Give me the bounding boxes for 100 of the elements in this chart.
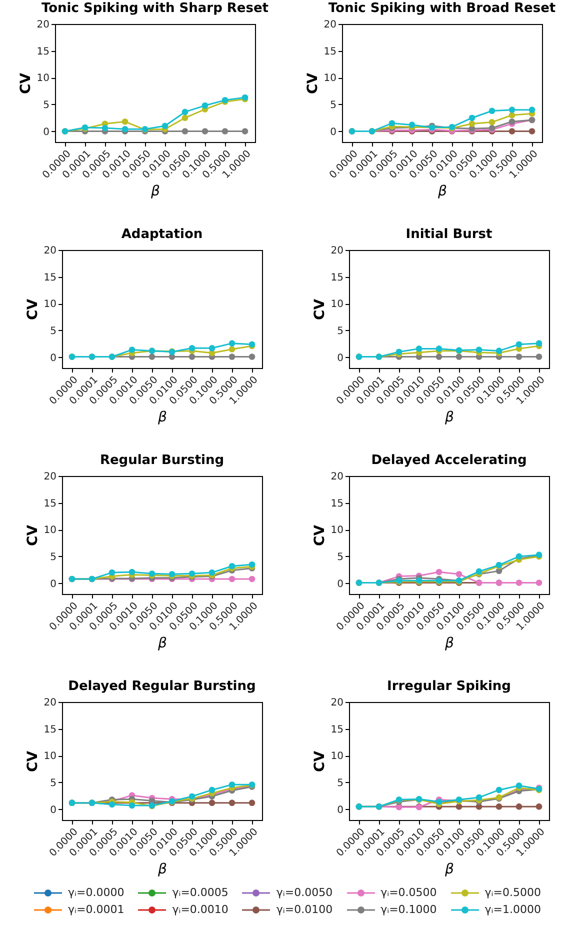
y-axis-title: CV [312, 524, 328, 546]
y-tick-label: 15 [44, 724, 56, 736]
y-tick-label: 10 [44, 299, 56, 310]
y-tick-label: 20 [330, 698, 344, 708]
legend-label: γᵢ=0.5000 [484, 886, 541, 899]
point [208, 345, 216, 352]
chart-title: Delayed Regular Bursting [68, 679, 256, 694]
point [188, 345, 196, 352]
y-axis-title: CV [312, 298, 328, 320]
point [476, 794, 482, 801]
legend-label: γᵢ=0.0050 [276, 886, 333, 899]
point [228, 354, 236, 360]
chart-title: Irregular Spiking [387, 679, 511, 694]
point [182, 114, 188, 122]
y-tick-label: 15 [330, 498, 344, 510]
point [202, 102, 208, 109]
y-tick-label: 10 [44, 525, 56, 536]
x-axis-title: β [157, 409, 168, 426]
y-tick-label: 15 [44, 272, 56, 284]
point [228, 340, 236, 346]
point [122, 126, 128, 132]
point [508, 112, 516, 118]
y-tick-label: 0 [50, 578, 56, 590]
point [416, 346, 422, 352]
point [516, 354, 522, 360]
point [182, 108, 188, 116]
y-tick-label: 5 [337, 778, 344, 789]
y-tick-label: 20 [44, 698, 56, 708]
point [496, 803, 502, 810]
point [128, 802, 136, 809]
chart-title: Delayed Accelerating [371, 453, 527, 468]
point [436, 568, 442, 576]
point [528, 128, 536, 134]
point [516, 580, 522, 586]
y-tick-label: 20 [44, 246, 56, 256]
point [208, 569, 216, 576]
y-tick-label: 15 [330, 724, 344, 736]
y-tick-label: 10 [330, 751, 344, 762]
y-tick-label: 20 [324, 20, 336, 30]
x-axis-title: β [444, 409, 454, 426]
point [408, 122, 416, 128]
point [456, 354, 462, 360]
y-tick-label: 0 [50, 352, 56, 364]
point [248, 354, 256, 360]
x-axis-title: β [157, 861, 168, 878]
point [108, 569, 116, 576]
legend-label: γᵢ=1.0000 [484, 903, 541, 916]
y-axis-title: CV [304, 72, 321, 94]
point [128, 346, 136, 353]
y-tick-label: 5 [43, 100, 50, 111]
point [488, 108, 496, 114]
legend-label: γᵢ=0.0500 [380, 886, 437, 899]
y-tick-label: 5 [50, 778, 56, 789]
y-tick-label: 5 [50, 326, 56, 337]
y-tick-label: 10 [44, 751, 56, 762]
y-tick-label: 10 [36, 73, 50, 84]
y-tick-label: 20 [36, 20, 50, 30]
y-tick-label: 5 [337, 552, 344, 563]
legend-label: γᵢ=0.1000 [380, 903, 437, 916]
point [148, 354, 156, 360]
point [528, 106, 536, 113]
point [182, 128, 188, 134]
point [228, 576, 236, 582]
point [468, 120, 476, 127]
point [228, 800, 236, 806]
y-tick-label: 5 [330, 100, 336, 111]
chart-title: Tonic Spiking with Sharp Reset [41, 1, 269, 16]
point [476, 346, 482, 353]
point [222, 128, 228, 134]
point [202, 128, 208, 134]
chart-title: Adaptation [121, 227, 203, 242]
point [496, 348, 502, 354]
point [162, 122, 168, 130]
y-tick-label: 20 [330, 472, 344, 482]
point [496, 786, 502, 794]
legend-label: γᵢ=0.0001 [68, 903, 124, 916]
point [208, 786, 216, 794]
y-tick-label: 0 [337, 352, 344, 364]
point [508, 106, 516, 113]
x-axis-title: β [444, 861, 454, 878]
y-tick-label: 15 [330, 272, 344, 284]
point [228, 346, 236, 352]
point [248, 800, 256, 806]
legend-label: γᵢ=0.0005 [172, 886, 228, 899]
legend-label: γᵢ=0.0010 [172, 903, 228, 916]
y-axis-title: CV [18, 72, 34, 94]
y-axis-title: CV [312, 750, 328, 772]
legend-label: γᵢ=0.0000 [68, 886, 124, 899]
y-tick-label: 0 [337, 804, 344, 816]
point [102, 124, 108, 132]
y-tick-label: 0 [50, 804, 56, 816]
y-tick-label: 10 [324, 73, 336, 84]
point [456, 803, 462, 810]
y-tick-label: 10 [330, 299, 344, 310]
point [536, 580, 542, 586]
y-tick-label: 5 [337, 326, 344, 337]
point [516, 341, 522, 348]
chart-title: Initial Burst [406, 227, 492, 242]
point [536, 340, 542, 346]
x-axis-title: β [157, 635, 168, 652]
